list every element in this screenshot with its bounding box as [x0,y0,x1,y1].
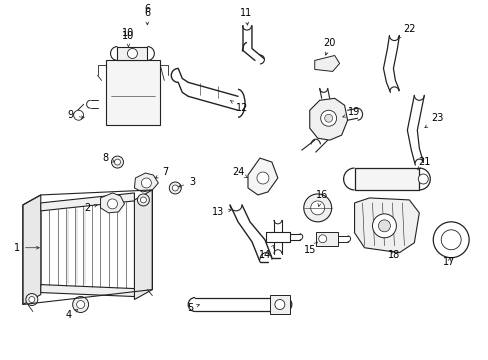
Polygon shape [134,173,158,192]
Circle shape [432,222,468,258]
Text: 3: 3 [178,177,195,187]
Circle shape [172,185,178,191]
Text: 14: 14 [258,245,274,260]
Text: 2: 2 [84,203,97,213]
Circle shape [303,194,331,222]
Circle shape [324,114,332,122]
Circle shape [169,182,181,194]
Polygon shape [247,158,277,195]
Circle shape [74,110,83,120]
Circle shape [73,297,88,312]
Polygon shape [134,190,152,300]
Text: 5: 5 [187,302,199,312]
Text: 11: 11 [240,8,252,25]
Circle shape [378,220,389,232]
Polygon shape [101,193,124,213]
Text: 18: 18 [387,250,400,260]
Circle shape [372,214,396,238]
Circle shape [137,194,149,206]
Bar [354,168,419,190]
Text: 19: 19 [342,107,360,117]
Circle shape [107,199,117,209]
Bar [315,232,337,246]
Circle shape [141,178,151,188]
Text: 6: 6 [144,4,150,14]
Polygon shape [354,198,419,253]
Polygon shape [41,193,134,211]
Text: 4: 4 [65,310,78,320]
Text: 17: 17 [442,257,454,267]
Text: 8: 8 [102,153,115,163]
Polygon shape [23,195,41,305]
Polygon shape [309,98,347,140]
Text: 20: 20 [323,37,335,55]
Polygon shape [314,55,339,71]
Text: 13: 13 [211,207,231,217]
Circle shape [29,297,35,302]
Text: 9: 9 [67,110,84,120]
Circle shape [417,174,427,184]
Text: 22: 22 [397,24,415,38]
Circle shape [127,49,137,58]
Bar [269,294,289,315]
Circle shape [26,293,38,306]
Text: 6: 6 [144,8,150,25]
Text: 12: 12 [230,101,248,113]
Text: 23: 23 [424,113,443,128]
Text: 16: 16 [315,190,327,206]
Circle shape [310,201,324,215]
Text: 21: 21 [417,157,429,170]
Circle shape [320,110,336,126]
Circle shape [111,156,123,168]
Text: 7: 7 [155,167,168,178]
Polygon shape [41,285,134,297]
Text: 1: 1 [14,243,39,253]
Text: 24: 24 [231,167,247,177]
Circle shape [140,197,146,203]
Circle shape [77,301,84,309]
Circle shape [318,235,326,243]
Bar [117,46,147,60]
Text: 10: 10 [122,31,134,47]
Circle shape [114,159,120,165]
Circle shape [274,300,285,310]
Circle shape [256,172,268,184]
Bar [105,60,160,125]
Text: 10: 10 [122,28,134,37]
Circle shape [440,230,460,250]
Text: 15: 15 [303,242,317,255]
